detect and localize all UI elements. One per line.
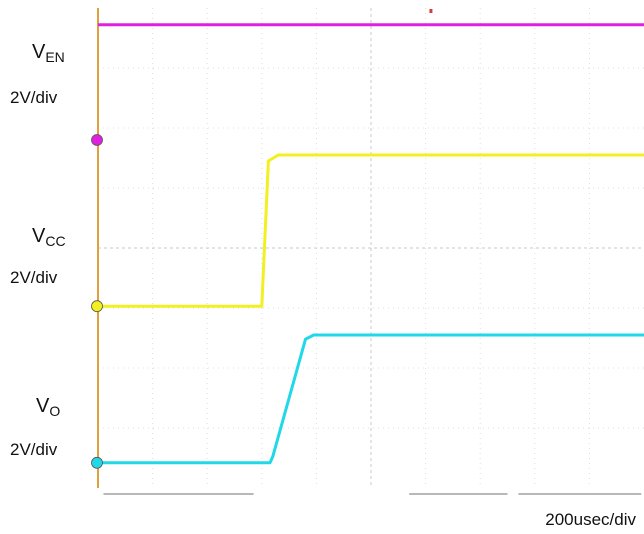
vo-scale: 2V/div xyxy=(10,440,58,459)
vo-label: VO xyxy=(36,395,61,419)
ven-scale: 2V/div xyxy=(10,88,58,107)
traces xyxy=(98,23,644,465)
vcc-label: VCC xyxy=(32,225,66,249)
vcc-scale: 2V/div xyxy=(10,268,58,287)
timebase-label: 200usec/div xyxy=(545,510,636,529)
plot-frame-left xyxy=(97,8,99,488)
trace-vcc xyxy=(98,153,644,308)
ground-marker-vcc xyxy=(91,300,103,313)
ground-marker-ven xyxy=(91,134,103,146)
trace-vo xyxy=(98,333,644,465)
ground-marker-vo xyxy=(91,456,103,469)
trigger-marker xyxy=(429,9,433,13)
ground-markers xyxy=(91,9,433,469)
ven-label: VEN xyxy=(32,41,65,65)
grid xyxy=(98,8,644,488)
